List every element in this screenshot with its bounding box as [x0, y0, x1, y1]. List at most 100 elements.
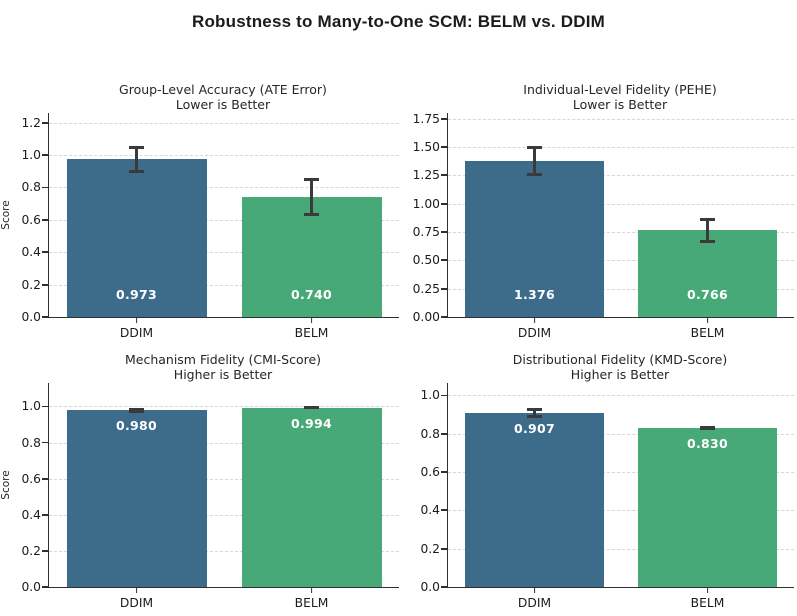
error-bar-line — [533, 147, 536, 175]
y-tick-mark — [441, 117, 447, 120]
y-tick-mark — [441, 547, 447, 550]
error-bar-cap-top — [129, 407, 144, 411]
error-bar-cap-top — [129, 145, 144, 149]
gridline — [49, 284, 399, 286]
gridline — [49, 406, 399, 408]
y-tick-mark — [441, 471, 447, 473]
error-bar-line — [533, 409, 536, 418]
y-tick-label: 1.0 — [21, 399, 41, 414]
subplot-1-plot-area: 0.0 0.2 0.4 0.6 0.8 1.0 1.2 0.973 DDIM 0.740 BELM — [21, 113, 399, 340]
bar-belm — [241, 197, 382, 317]
gridline — [448, 203, 794, 205]
x-tick-label: BELM — [690, 326, 725, 340]
error-bar-cap-bottom — [304, 213, 319, 217]
x-tick-label: DDIM — [119, 596, 154, 610]
error-bar-cap-bottom — [527, 415, 542, 419]
subplot-title-block: Individual-Level Fidelity (PEHE) Lower is… — [447, 82, 793, 112]
bar-ddim — [66, 159, 207, 317]
error-bar-cap-top — [527, 146, 542, 150]
y-tick-label: 0.8 — [21, 180, 41, 195]
gridline — [49, 219, 399, 221]
gridline — [49, 514, 399, 516]
subplot-subtitle: Higher is Better — [173, 367, 273, 382]
y-tick-label: 0.4 — [21, 507, 41, 522]
y-tick-label: 1.00 — [412, 196, 440, 211]
gridline — [448, 433, 794, 435]
y-tick-label: 0.6 — [21, 212, 41, 227]
error-bar-line — [310, 179, 313, 216]
gridline — [49, 550, 399, 552]
y-tick-mark — [42, 441, 48, 444]
x-tick-label: DDIM — [119, 326, 154, 340]
y-tick-mark — [42, 549, 48, 552]
y-tick-label: 1.0 — [21, 148, 41, 163]
bar-ddim — [66, 410, 207, 587]
y-tick-mark — [42, 251, 48, 254]
x-tick-mark — [533, 587, 536, 593]
y-tick-label: 0.4 — [420, 503, 440, 518]
x-tick-mark — [135, 317, 138, 323]
bar-ddim — [465, 413, 604, 587]
y-tick-mark — [42, 154, 48, 156]
subplot-subtitle: Lower is Better — [572, 97, 668, 112]
error-bar-cap-bottom — [700, 427, 715, 431]
y-tick-mark — [42, 186, 48, 189]
y-tick-label: 0.2 — [420, 541, 440, 556]
gridline — [49, 478, 399, 480]
y-tick-mark — [441, 586, 447, 588]
gridline — [448, 175, 794, 177]
bar-value-label: 0.830 — [686, 436, 729, 451]
y-tick-mark — [441, 316, 447, 318]
subplot-subtitle: Lower is Better — [175, 97, 271, 112]
bar-belm — [241, 407, 382, 587]
gridline — [49, 122, 399, 124]
bar-value-label: 0.740 — [290, 287, 333, 302]
x-tick-mark — [533, 317, 536, 323]
gridline — [448, 232, 794, 233]
y-tick-mark — [42, 405, 48, 408]
bar-ddim — [465, 161, 604, 317]
y-tick-mark — [441, 432, 447, 435]
error-bar-cap-bottom — [527, 172, 542, 176]
y-tick-label: 0.6 — [21, 471, 41, 486]
y-tick-mark — [441, 174, 447, 177]
y-tick-label: 0.4 — [21, 245, 41, 260]
subplot-title-block: Mechanism Fidelity (CMI-Score) Higher is … — [48, 352, 398, 382]
subplot-title: Individual-Level Fidelity (PEHE) — [523, 82, 717, 97]
x-tick-mark — [706, 317, 709, 323]
subplot-title-block: Distributional Fidelity (KMD-Score) Highe… — [447, 352, 793, 382]
y-tick-label: 1.2 — [21, 115, 41, 130]
x-tick-mark — [310, 317, 313, 323]
y-tick-mark — [42, 477, 48, 480]
bar-belm — [638, 428, 777, 587]
error-bar-line — [135, 146, 138, 173]
gridline — [49, 187, 399, 189]
gridline — [448, 147, 794, 148]
bar-value-label: 1.376 — [513, 287, 556, 302]
y-tick-label: 1.50 — [412, 140, 440, 154]
y-tick-label: 0.50 — [412, 253, 440, 268]
x-tick-label: BELM — [690, 596, 725, 610]
error-bar-cap-top — [304, 178, 319, 182]
subplot-4-plot-area: 0.0 0.2 0.4 0.6 0.8 1.0 0.907 DDIM 0.830 BELM — [420, 383, 794, 610]
gridline — [49, 155, 399, 157]
y-tick-label: 0.0 — [21, 580, 41, 594]
subplot-title-block: Group-Level Accuracy (ATE Error) Lower is… — [48, 82, 398, 112]
y-tick-mark — [42, 316, 48, 318]
y-tick-label: 0.25 — [412, 281, 440, 296]
gridline — [448, 288, 794, 290]
bar-value-label: 0.980 — [115, 418, 158, 434]
y-tick-label: 1.0 — [420, 388, 440, 403]
y-tick-label: 0.8 — [420, 426, 440, 441]
y-tick-mark — [441, 394, 447, 397]
subplot-title: Mechanism Fidelity (CMI-Score) — [124, 352, 322, 367]
x-tick-mark — [135, 587, 138, 593]
bar-value-label: 0.994 — [290, 415, 333, 431]
subplot-subtitle: Higher is Better — [570, 367, 670, 382]
x-tick-label: DDIM — [517, 596, 552, 610]
y-tick-mark — [42, 513, 48, 516]
error-bar-cap-bottom — [304, 406, 319, 410]
x-tick-mark — [310, 587, 313, 593]
y-tick-mark — [42, 586, 48, 588]
